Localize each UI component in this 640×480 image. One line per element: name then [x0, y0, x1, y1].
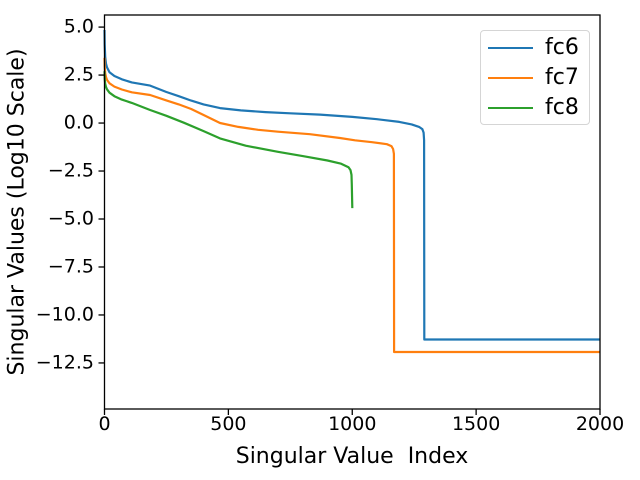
x-tick-label: 1500	[451, 413, 501, 435]
y-tick-label: 0.0	[63, 111, 94, 134]
y-tick-label: −10.0	[35, 303, 94, 326]
legend-line-swatch	[488, 46, 533, 50]
legend-entry-fc7: fc7	[481, 63, 589, 93]
y-tick-label: −7.5	[47, 255, 94, 278]
legend-label: fc6	[545, 35, 579, 60]
legend-entry-fc8: fc8	[481, 93, 589, 123]
y-tick-label: 5.0	[63, 15, 94, 38]
series-line-fc7	[103, 57, 600, 354]
y-tick-label: −5.0	[47, 207, 94, 230]
x-tick-label: 0	[98, 413, 111, 435]
series-line-fc6	[103, 29, 600, 341]
legend-line-swatch	[488, 76, 533, 80]
legend-label: fc7	[545, 65, 579, 90]
y-tick-label: −12.5	[35, 351, 94, 374]
x-tick-label: 2000	[575, 413, 625, 435]
y-tick-label: −2.5	[47, 159, 94, 182]
series-line-fc8	[103, 71, 354, 209]
legend-label: fc8	[545, 95, 579, 120]
legend-entry-fc6: fc6	[481, 33, 589, 63]
x-axis-label: Singular Value Index	[235, 444, 469, 469]
y-axis-label: Singular Values (Log10 Scale)	[4, 48, 30, 376]
legend: fc6 fc7 fc8	[480, 30, 590, 125]
x-tick-label: 1000	[328, 413, 377, 435]
x-tick-label: 500	[210, 413, 247, 435]
y-tick-label: 2.5	[63, 63, 94, 86]
legend-line-swatch	[488, 106, 533, 110]
